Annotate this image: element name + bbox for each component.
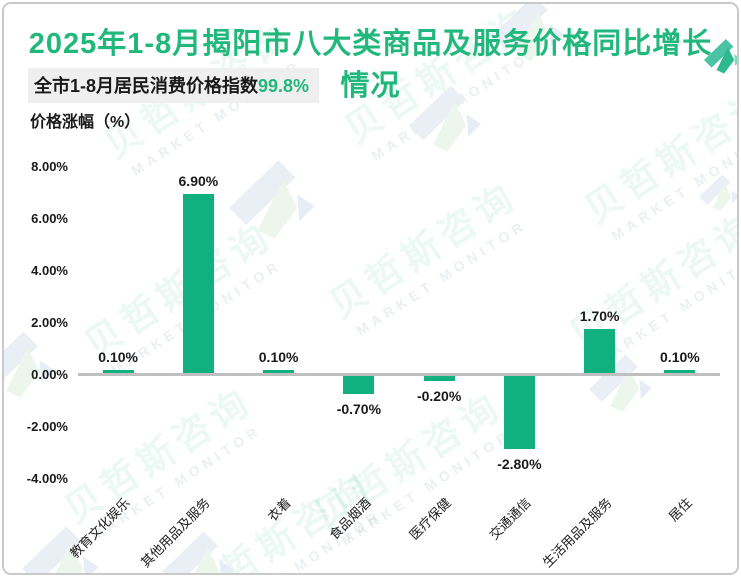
subtitle-prefix: 全市1-8月居民消费价格指数	[34, 76, 259, 96]
chart-subtitle: 全市1-8月居民消费价格指数99.8%	[28, 68, 320, 103]
bar-chart: 8.00% 6.00% 4.00% 2.00% 0.00% -2.00% -4.00% 0.1…	[4, 4, 737, 573]
bar	[263, 370, 295, 373]
bar	[182, 193, 214, 373]
x-axis-category-label: 教育文化娱乐	[67, 495, 133, 561]
x-axis-category-label: 食品烟酒	[326, 495, 374, 543]
y-axis-tick-label: 8.00%	[31, 158, 68, 174]
bar-value-label: 6.90%	[178, 172, 219, 189]
y-axis-tick-label: 2.00%	[31, 314, 68, 330]
bar-value-label: -0.20%	[416, 388, 462, 405]
y-axis-tick-label: 6.00%	[31, 210, 68, 226]
x-axis-category-label: 居住	[665, 495, 695, 525]
bar	[664, 370, 696, 373]
bar	[343, 376, 375, 395]
y-axis-tick-label: 0.00%	[31, 366, 68, 382]
x-axis-category-label: 生活用品及服务	[539, 495, 615, 571]
y-axis-caption: 价格涨幅（%）	[30, 114, 141, 131]
bar	[503, 376, 535, 449]
bar-value-label: 1.70%	[579, 307, 620, 324]
x-axis-category-label: 医疗保健	[406, 495, 454, 543]
y-axis-tick-label: -4.00%	[26, 470, 68, 486]
bar-value-label: -2.80%	[497, 455, 542, 472]
bar-value-label: 0.10%	[98, 349, 138, 366]
x-axis-category-label: 其他用品及服务	[138, 495, 214, 571]
y-axis-tick-label: 4.00%	[31, 262, 68, 278]
bar-value-label: -0.70%	[336, 401, 382, 418]
cpi-value: 99.8%	[258, 76, 310, 96]
chart-title: 2025年1-8月揭阳市八大类商品及服务价格同比增长情况	[28, 28, 713, 102]
bar	[102, 370, 134, 373]
bar-value-label: 0.10%	[660, 349, 700, 366]
x-axis-category-label: 衣着	[264, 495, 294, 525]
bar-value-label: 0.10%	[258, 349, 299, 366]
y-axis-tick-label: -2.00%	[26, 418, 68, 434]
x-axis-line	[78, 373, 720, 376]
x-axis-category-label: 交通通信	[486, 495, 535, 543]
bar	[423, 376, 455, 382]
bar	[584, 328, 616, 373]
